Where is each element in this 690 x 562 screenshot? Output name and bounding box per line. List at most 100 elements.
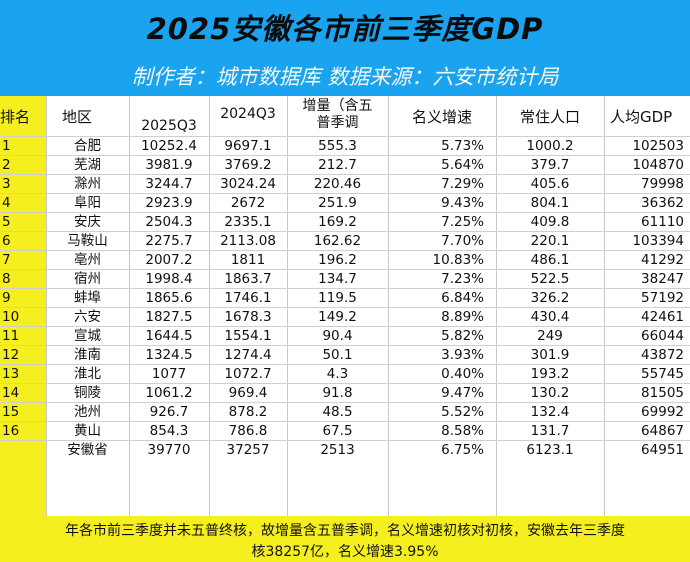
cell-q3_2024: 1746.1 xyxy=(224,290,272,306)
header-growth: 名义增速 xyxy=(411,108,472,126)
cell-growth: 7.29% xyxy=(441,176,484,192)
cell-growth: 8.89% xyxy=(441,309,484,325)
cell-inc: 220.46 xyxy=(313,176,362,192)
cell-growth: 5.73% xyxy=(441,138,484,154)
cell-pop: 193.2 xyxy=(530,366,570,382)
header-increment-line2: 普季调 xyxy=(316,115,359,131)
cell-rank: 1 xyxy=(2,138,11,154)
cell-rank: 14 xyxy=(2,385,20,401)
cell-pc: 55745 xyxy=(641,366,684,382)
cell-pc: 42461 xyxy=(641,309,684,325)
cell-q3_2025: 10252.4 xyxy=(141,138,197,154)
table-row: 6 马鞍山 2275.7 2113.08 162.62 7.70% 220.1 103394 xyxy=(0,232,690,251)
cell-growth: 6.75% xyxy=(441,442,484,458)
cell-rank: 15 xyxy=(2,404,20,420)
table-row: 1 合肥 10252.4 9697.1 555.3 5.73% 1000.2 102503 xyxy=(0,137,690,156)
table-row: 安徽省 39770 37257 2513 6.75% 6123.1 64951 xyxy=(0,441,690,460)
table-row: 5 安庆 2504.3 2335.1 169.2 7.25% 409.8 61110 xyxy=(0,213,690,232)
table-row: 8 宿州 1998.4 1863.7 134.7 7.23% 522.5 38247 xyxy=(0,270,690,289)
table-row: 4 阜阳 2923.9 2672 251.9 9.43% 804.1 36362 xyxy=(0,194,690,213)
cell-pc: 64867 xyxy=(641,423,684,439)
cell-rank: 16 xyxy=(2,423,20,439)
table-row: 10 六安 1827.5 1678.3 149.2 8.89% 430.4 42461 xyxy=(0,308,690,327)
cell-q3_2024: 3024.24 xyxy=(220,176,276,192)
cell-rank: 9 xyxy=(2,290,11,306)
cell-growth: 5.82% xyxy=(441,328,484,344)
cell-q3_2024: 2335.1 xyxy=(224,214,272,230)
cell-pop: 220.1 xyxy=(530,233,570,249)
cell-q3_2025: 39770 xyxy=(147,442,191,458)
cell-name: 滁州 xyxy=(74,176,101,192)
cell-q3_2025: 1998.4 xyxy=(145,271,193,287)
cell-q3_2024: 2672 xyxy=(230,195,266,211)
cell-rank: 6 xyxy=(2,233,11,249)
cell-pc: 69992 xyxy=(641,404,684,420)
cell-pc: 38247 xyxy=(641,271,684,287)
cell-growth: 9.47% xyxy=(441,385,484,401)
cell-pop: 130.2 xyxy=(530,385,570,401)
cell-inc: 555.3 xyxy=(318,138,357,154)
cell-name: 淮北 xyxy=(74,366,101,382)
cell-q3_2024: 969.4 xyxy=(228,385,268,401)
cell-rank: 8 xyxy=(2,271,11,287)
cell-q3_2024: 1863.7 xyxy=(224,271,272,287)
cell-q3_2024: 37257 xyxy=(226,442,270,458)
cell-q3_2024: 2113.08 xyxy=(220,233,276,249)
cell-pc: 102503 xyxy=(632,138,684,154)
cell-growth: 7.23% xyxy=(441,271,484,287)
cell-inc: 251.9 xyxy=(318,195,357,211)
cell-inc: 119.5 xyxy=(318,290,357,306)
cell-rank xyxy=(2,441,32,460)
table-row: 13 淮北 1077 1072.7 4.3 0.40% 193.2 55745 xyxy=(0,365,690,384)
cell-name: 芜湖 xyxy=(74,157,101,173)
cell-name: 六安 xyxy=(74,309,101,325)
cell-pc: 104870 xyxy=(632,157,684,173)
cell-name: 亳州 xyxy=(74,252,101,268)
cell-name: 蚌埠 xyxy=(74,290,101,306)
cell-q3_2024: 1554.1 xyxy=(224,328,272,344)
table-row: 2 芜湖 3981.9 3769.2 212.7 5.64% 379.7 104870 xyxy=(0,156,690,175)
cell-q3_2024: 1811 xyxy=(230,252,266,268)
cell-pop: 430.4 xyxy=(530,309,570,325)
cell-q3_2025: 1324.5 xyxy=(145,347,193,363)
cell-pop: 486.1 xyxy=(530,252,570,268)
cell-name: 淮南 xyxy=(74,347,101,363)
cell-name: 安庆 xyxy=(74,214,101,230)
cell-pc: 43872 xyxy=(641,347,684,363)
cell-name: 合肥 xyxy=(74,138,101,154)
cell-q3_2024: 1678.3 xyxy=(224,309,272,325)
cell-pc: 36362 xyxy=(641,195,684,211)
cell-pop: 326.2 xyxy=(530,290,570,306)
cell-inc: 67.5 xyxy=(322,423,353,439)
cell-growth: 10.83% xyxy=(432,252,484,268)
cell-q3_2025: 1077 xyxy=(151,366,187,382)
cell-growth: 5.52% xyxy=(441,404,484,420)
cell-rank: 7 xyxy=(2,252,11,268)
cell-q3_2025: 926.7 xyxy=(149,404,189,420)
cell-pc: 61110 xyxy=(641,214,684,230)
header-increment-line1: 增量（含五 xyxy=(302,98,373,114)
cell-inc: 90.4 xyxy=(322,328,353,344)
cell-pop: 249 xyxy=(537,328,563,344)
header-rank: 排名 xyxy=(0,108,31,126)
cell-pc: 103394 xyxy=(632,233,684,249)
cell-growth: 3.93% xyxy=(441,347,484,363)
cell-growth: 7.25% xyxy=(441,214,484,230)
cell-inc: 169.2 xyxy=(318,214,357,230)
cell-pc: 81505 xyxy=(641,385,684,401)
cell-pop: 6123.1 xyxy=(526,442,574,458)
cell-rank: 10 xyxy=(2,309,20,325)
cell-inc: 149.2 xyxy=(318,309,357,325)
footer-line-2: 核38257亿，名义增速3.95% xyxy=(251,544,439,560)
cell-inc: 4.3 xyxy=(326,366,349,382)
cell-pc: 57192 xyxy=(641,290,684,306)
cell-name: 黄山 xyxy=(74,423,101,439)
cell-growth: 8.58% xyxy=(441,423,484,439)
cell-q3_2025: 3244.7 xyxy=(145,176,193,192)
header-district: 地区 xyxy=(62,108,93,126)
cell-q3_2025: 1865.6 xyxy=(145,290,193,306)
table-row: 15 池州 926.7 878.2 48.5 5.52% 132.4 69992 xyxy=(0,403,690,422)
cell-q3_2024: 9697.1 xyxy=(224,138,272,154)
page-title: 2025安徽各市前三季度GDP xyxy=(146,12,544,46)
cell-name: 安徽省 xyxy=(67,442,108,458)
